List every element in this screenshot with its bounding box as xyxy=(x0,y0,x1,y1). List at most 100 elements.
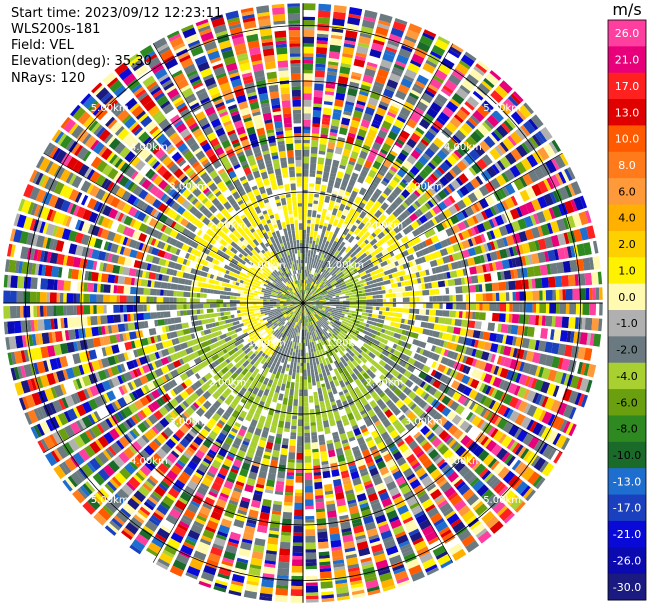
velocity-gate xyxy=(303,189,308,194)
velocity-gate xyxy=(371,191,381,200)
velocity-gate xyxy=(334,180,341,189)
velocity-gate xyxy=(512,303,520,313)
velocity-gate xyxy=(437,280,446,288)
velocity-gate xyxy=(314,83,324,91)
velocity-gate xyxy=(321,277,326,281)
velocity-gate xyxy=(311,341,315,346)
velocity-gate xyxy=(360,286,365,290)
velocity-gate xyxy=(305,290,307,294)
velocity-gate xyxy=(377,129,388,139)
velocity-gate xyxy=(437,63,452,76)
velocity-gate xyxy=(349,240,356,249)
velocity-gate xyxy=(340,185,346,191)
velocity-gate xyxy=(334,201,341,207)
velocity-gate xyxy=(304,289,307,297)
velocity-gate xyxy=(270,513,281,522)
velocity-gate xyxy=(303,86,313,94)
velocity-gate xyxy=(299,326,301,330)
velocity-gate xyxy=(328,249,333,254)
velocity-gate xyxy=(303,69,313,74)
velocity-gate xyxy=(393,119,405,129)
velocity-gate xyxy=(359,299,367,303)
velocity-gate xyxy=(404,268,413,275)
velocity-gate xyxy=(401,201,409,209)
velocity-gate xyxy=(313,230,318,238)
velocity-gate xyxy=(479,303,483,311)
velocity-gate xyxy=(430,274,438,282)
velocity-gate xyxy=(317,424,324,433)
velocity-gate xyxy=(515,109,527,121)
velocity-gate xyxy=(305,253,308,257)
velocity-gate xyxy=(445,185,453,194)
velocity-gate xyxy=(362,166,370,172)
velocity-gate xyxy=(444,52,459,65)
velocity-gate xyxy=(346,202,352,208)
velocity-gate xyxy=(312,203,318,211)
velocity-gate xyxy=(373,113,384,123)
velocity-gate xyxy=(325,216,330,221)
velocity-gate xyxy=(292,555,303,560)
velocity-gate xyxy=(316,163,324,172)
velocity-gate xyxy=(441,127,453,139)
velocity-gate xyxy=(316,350,320,355)
velocity-gate xyxy=(505,292,510,301)
velocity-gate xyxy=(303,146,310,150)
velocity-gate xyxy=(284,491,294,496)
velocity-gate xyxy=(533,265,542,277)
velocity-gate xyxy=(306,283,309,291)
velocity-gate xyxy=(426,107,439,119)
velocity-gate xyxy=(320,187,327,193)
velocity-gate xyxy=(323,284,328,288)
velocity-gate xyxy=(340,246,347,254)
velocity-gate xyxy=(402,297,410,302)
velocity-gate xyxy=(319,272,325,279)
velocity-gate xyxy=(335,177,342,183)
velocity-gate xyxy=(444,171,455,183)
velocity-gate xyxy=(397,83,410,95)
velocity-gate xyxy=(359,252,368,260)
velocity-gate xyxy=(319,194,325,202)
velocity-gate xyxy=(349,246,357,254)
velocity-gate xyxy=(345,30,358,39)
velocity-gate xyxy=(305,509,315,517)
velocity-gate xyxy=(476,303,480,311)
velocity-gate xyxy=(474,321,482,330)
velocity-gate xyxy=(393,63,405,71)
velocity-gate xyxy=(428,316,436,323)
velocity-gate xyxy=(391,102,401,110)
velocity-gate xyxy=(355,293,363,297)
velocity-gate xyxy=(422,152,431,161)
velocity-gate xyxy=(412,326,421,333)
velocity-gate xyxy=(304,449,311,453)
velocity-gate xyxy=(303,133,311,137)
velocity-gate xyxy=(375,188,383,195)
velocity-gate xyxy=(445,121,458,134)
velocity-gate xyxy=(510,93,522,105)
velocity-gate xyxy=(316,173,322,178)
velocity-gate xyxy=(326,503,336,512)
velocity-gate xyxy=(312,261,316,269)
velocity-gate xyxy=(332,304,340,307)
velocity-gate xyxy=(303,369,307,377)
velocity-gate xyxy=(310,428,317,433)
velocity-gate xyxy=(352,110,363,119)
velocity-gate xyxy=(327,141,336,150)
velocity-gate xyxy=(351,202,359,211)
velocity-gate xyxy=(294,509,303,517)
velocity-gate xyxy=(394,173,403,181)
velocity-gate xyxy=(360,26,374,36)
velocity-gate xyxy=(308,199,313,204)
velocity-gate xyxy=(489,70,502,81)
velocity-gate xyxy=(474,88,486,99)
velocity-gate xyxy=(475,63,488,74)
velocity-gate xyxy=(372,306,377,310)
velocity-gate xyxy=(584,272,593,286)
velocity-gate xyxy=(305,582,318,587)
velocity-gate xyxy=(399,181,407,189)
velocity-gate xyxy=(554,275,563,288)
velocity-gate xyxy=(337,244,344,252)
velocity-gate xyxy=(314,404,320,409)
velocity-gate xyxy=(303,59,314,64)
velocity-gate xyxy=(456,147,465,157)
